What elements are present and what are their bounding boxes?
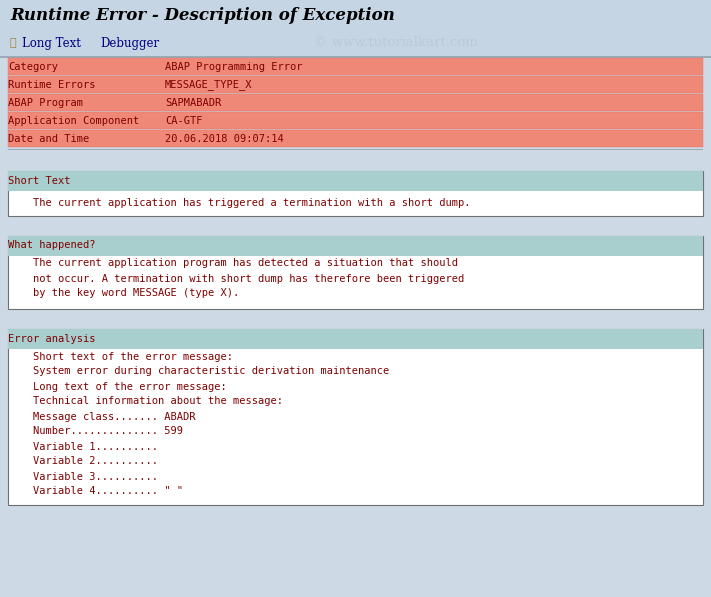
Bar (8, 112, 703, 129)
Text: Runtime Error - Description of Exception: Runtime Error - Description of Exception (10, 7, 395, 23)
Text: Error analysis: Error analysis (8, 334, 95, 343)
Bar (8, 328, 703, 504)
Text: Runtime Errors: Runtime Errors (8, 79, 95, 90)
Text: The current application program has detected a situation that should: The current application program has dete… (8, 259, 458, 269)
Bar (8, 171, 703, 216)
Text: Number.............. 599: Number.............. 599 (8, 426, 183, 436)
Text: SAPMABADR: SAPMABADR (165, 97, 221, 107)
Bar (0, 0, 711, 30)
Text: MESSAGE_TYPE_X: MESSAGE_TYPE_X (165, 79, 252, 90)
Text: Technical information about the message:: Technical information about the message: (8, 396, 283, 407)
Text: Debugger: Debugger (100, 36, 159, 50)
Bar (0, 30, 711, 56)
Text: ABAP Program: ABAP Program (8, 97, 83, 107)
Bar (8, 57, 703, 75)
Text: System error during characteristic derivation maintenance: System error during characteristic deriv… (8, 367, 389, 377)
Bar (0, 56, 711, 57)
Text: not occur. A termination with short dump has therefore been triggered: not occur. A termination with short dump… (8, 273, 464, 284)
Bar (8, 235, 703, 309)
Text: Short Text: Short Text (8, 176, 70, 186)
Text: Message class....... ABADR: Message class....... ABADR (8, 411, 196, 421)
Bar (8, 94, 703, 111)
Bar (8, 328, 703, 349)
Text: Long Text: Long Text (22, 36, 81, 50)
Text: © www.tutorialkart.com: © www.tutorialkart.com (314, 36, 477, 50)
Text: Long text of the error message:: Long text of the error message: (8, 381, 227, 392)
Text: ❐: ❐ (10, 38, 16, 48)
Text: What happened?: What happened? (8, 241, 95, 251)
Text: by the key word MESSAGE (type X).: by the key word MESSAGE (type X). (8, 288, 239, 298)
Text: CA-GTF: CA-GTF (165, 115, 203, 125)
Text: Category: Category (8, 61, 58, 72)
Bar (8, 130, 703, 147)
Bar (8, 171, 703, 190)
Text: 20.06.2018 09:07:14: 20.06.2018 09:07:14 (165, 134, 284, 143)
Text: Application Component: Application Component (8, 115, 139, 125)
Bar (8, 75, 703, 93)
Text: Short text of the error message:: Short text of the error message: (8, 352, 233, 362)
Text: Variable 3..........: Variable 3.......... (8, 472, 158, 482)
Text: Variable 1..........: Variable 1.......... (8, 442, 158, 451)
Text: ABAP Programming Error: ABAP Programming Error (165, 61, 302, 72)
Text: Variable 4.......... " ": Variable 4.......... " " (8, 487, 183, 497)
Bar (8, 235, 703, 256)
Text: Date and Time: Date and Time (8, 134, 90, 143)
Text: The current application has triggered a termination with a short dump.: The current application has triggered a … (8, 198, 471, 208)
Text: Variable 2..........: Variable 2.......... (8, 457, 158, 466)
